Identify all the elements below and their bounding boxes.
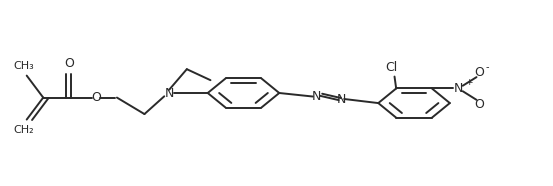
Text: Cl: Cl: [385, 61, 398, 74]
Text: O: O: [474, 98, 484, 111]
Text: CH₂: CH₂: [14, 125, 34, 135]
Text: O: O: [474, 66, 484, 79]
Text: N: N: [165, 86, 174, 100]
Text: N: N: [311, 90, 321, 103]
Text: -: -: [486, 62, 489, 72]
Text: O: O: [91, 91, 101, 104]
Text: N: N: [453, 82, 463, 95]
Text: CH₃: CH₃: [14, 60, 34, 70]
Text: N: N: [337, 93, 346, 106]
Text: +: +: [465, 78, 472, 87]
Text: O: O: [65, 57, 75, 70]
